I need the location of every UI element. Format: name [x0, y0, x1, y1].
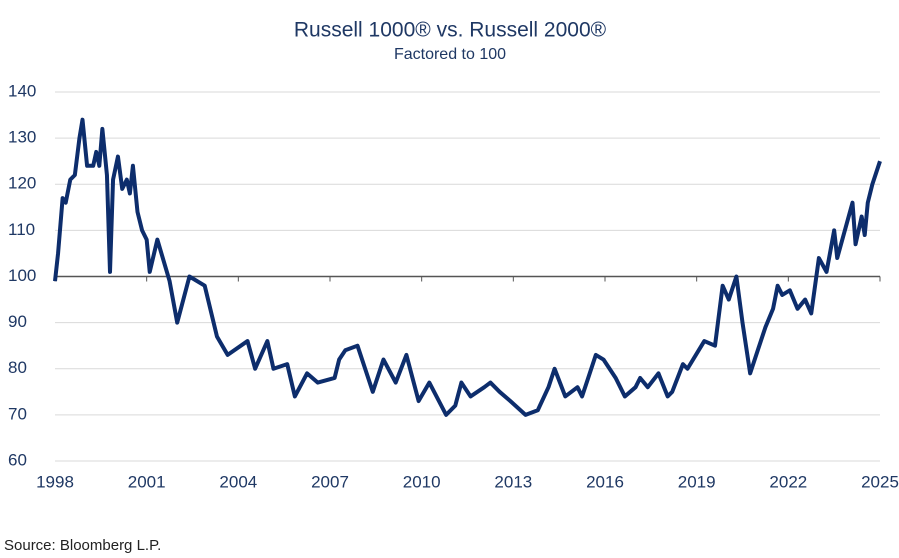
y-tick-label: 100: [8, 266, 36, 285]
y-tick-label: 90: [8, 312, 27, 331]
x-tick-label: 2025: [861, 472, 899, 491]
x-tick-label: 2019: [678, 472, 716, 491]
y-tick-label: 70: [8, 404, 27, 423]
y-tick-label: 110: [8, 220, 35, 239]
y-tick-label: 140: [8, 81, 36, 100]
x-tick-label: 2004: [219, 472, 257, 491]
x-tick-label: 2010: [403, 472, 441, 491]
source-note: Source: Bloomberg L.P.: [4, 537, 161, 554]
chart-subtitle: Factored to 100: [394, 46, 506, 63]
x-tick-label: 2013: [494, 472, 532, 491]
x-tick-label: 2022: [769, 472, 807, 491]
y-tick-label: 120: [8, 174, 36, 193]
y-tick-label: 130: [8, 128, 36, 147]
data-line: [53, 117, 882, 417]
chart-title: Russell 1000® vs. Russell 2000®: [294, 19, 607, 42]
x-tick-label: 1998: [36, 472, 74, 491]
y-tick-label: 80: [8, 358, 27, 377]
x-tick-label: 2001: [128, 472, 166, 491]
y-tick-label: 60: [8, 450, 27, 469]
x-tick-label: 2016: [586, 472, 624, 491]
x-tick-label: 2007: [311, 472, 349, 491]
